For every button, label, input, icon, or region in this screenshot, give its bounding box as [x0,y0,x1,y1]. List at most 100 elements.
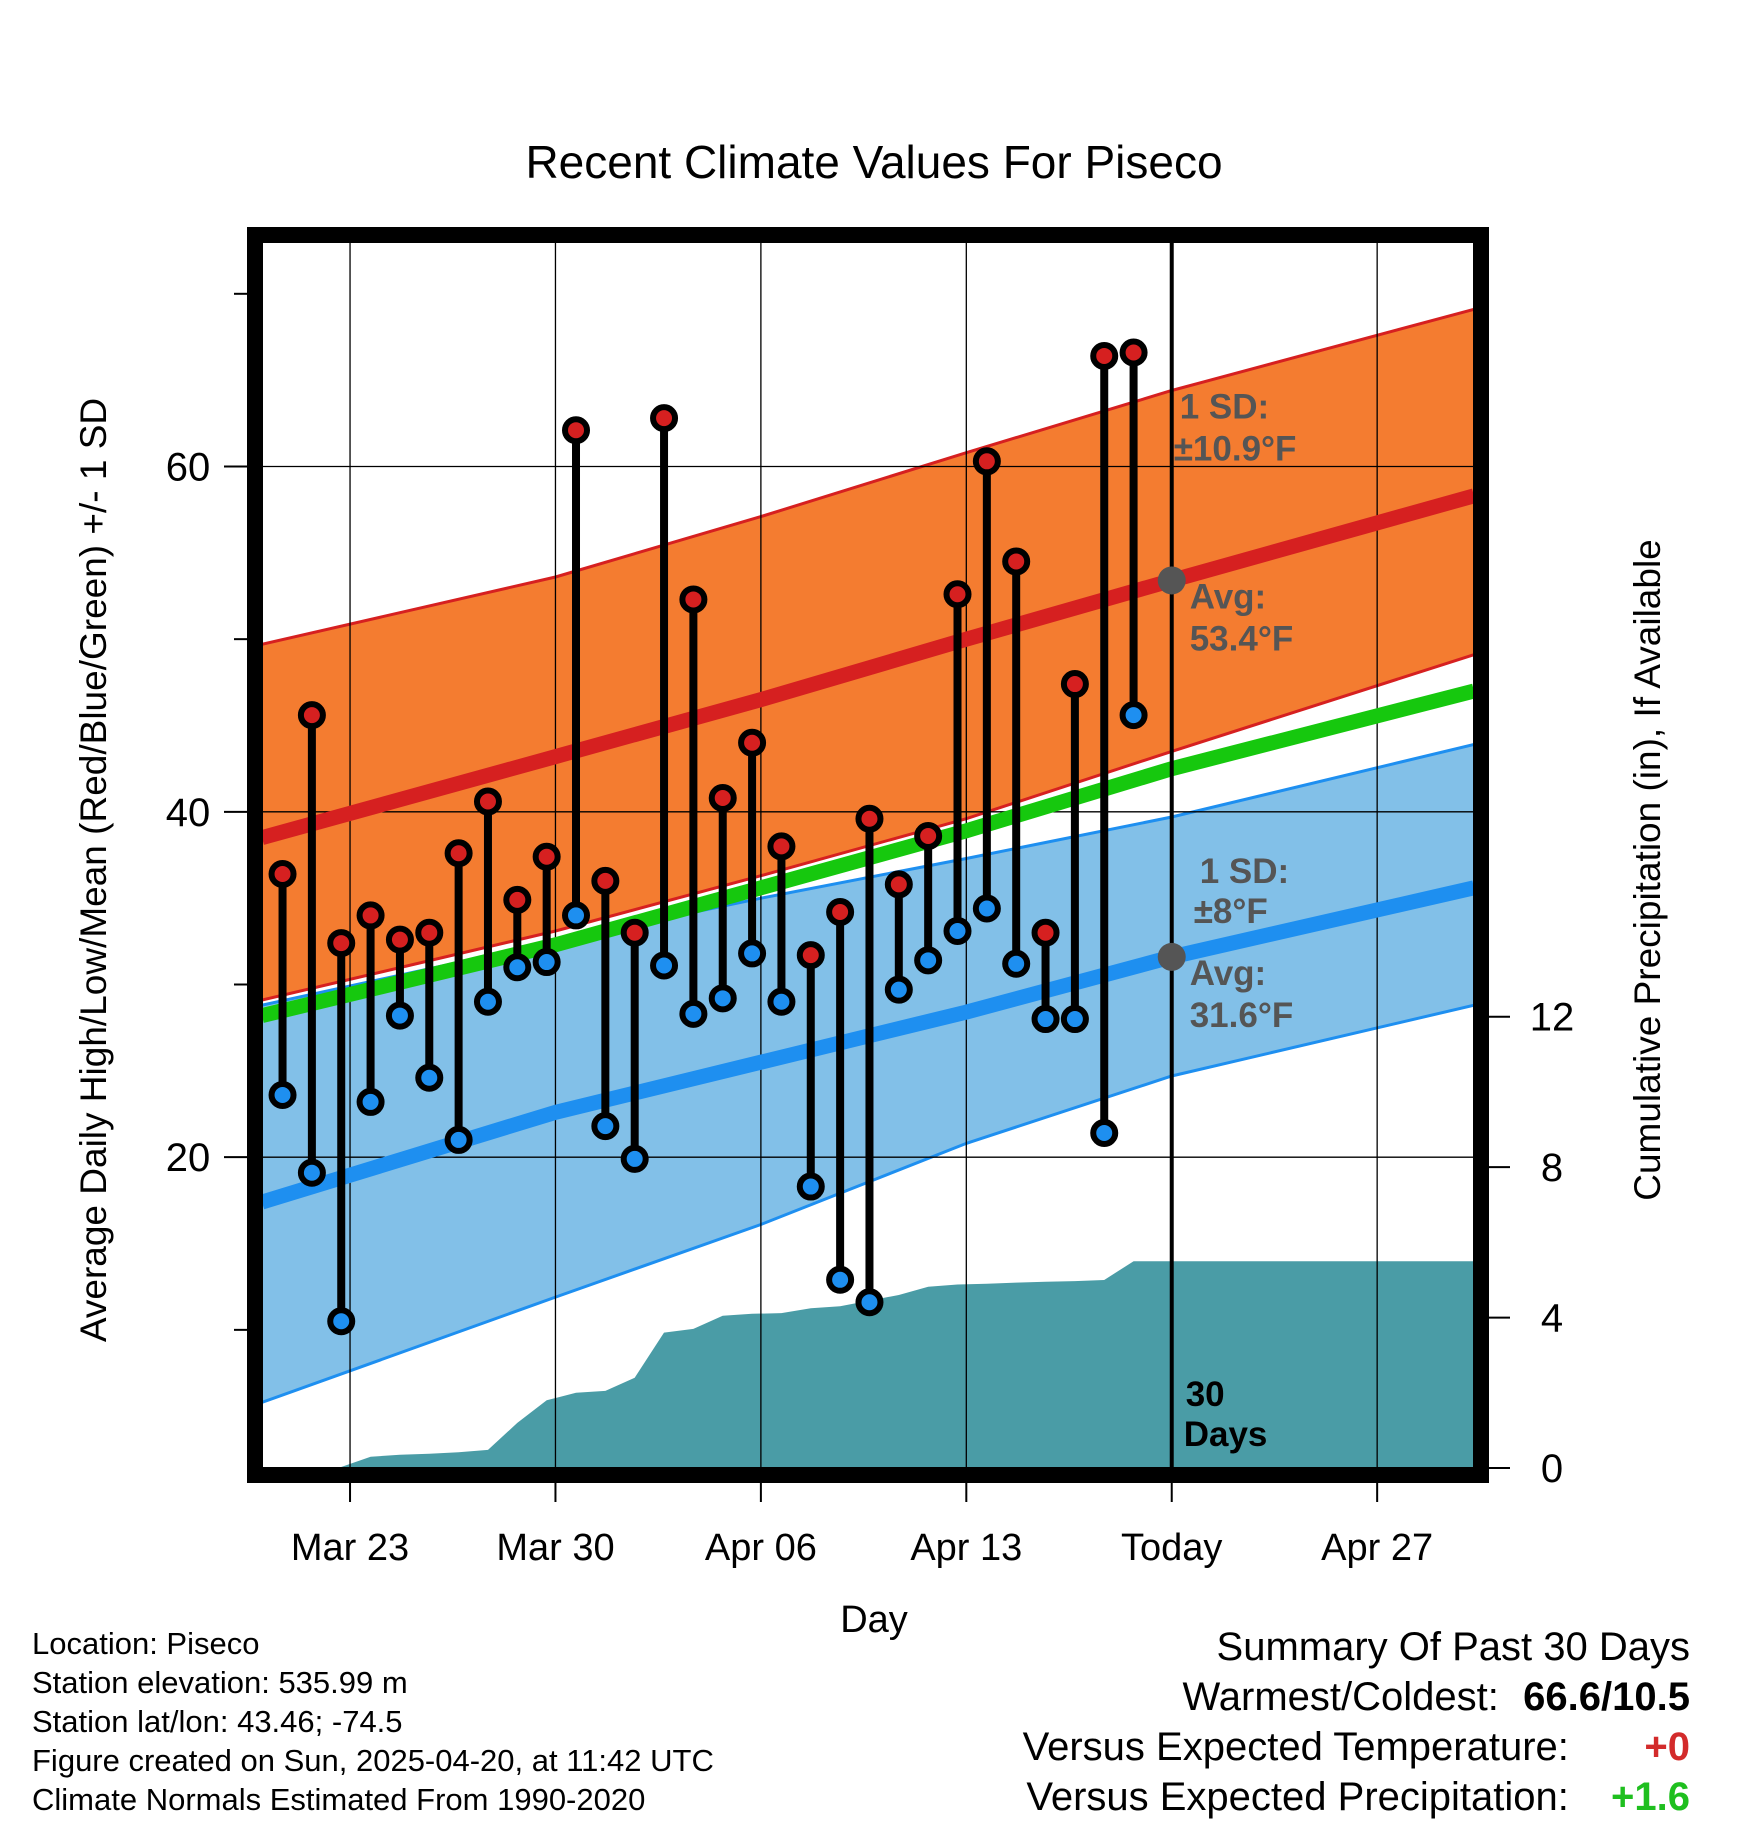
high-point-18 [796,941,825,970]
high-point-19 [826,897,855,926]
high-point-26 [1031,918,1060,947]
high-point-2 [327,929,356,958]
low-point-2 [327,1307,356,1336]
y-axis-label-right: Cumulative Precipitation (in), If Availa… [1627,539,1668,1201]
low-lower-edge [262,1003,1474,1404]
low-point-0 [268,1081,297,1110]
high-point-15 [708,784,737,813]
high-point-11 [591,866,620,895]
high-point-1 [297,701,326,730]
normals-text: Climate Normals Estimated From 1990-2020 [32,1782,646,1817]
low-point-18 [796,1172,825,1201]
low-point-12 [620,1144,649,1173]
high-point-29 [1119,338,1148,367]
low-point-15 [708,984,737,1013]
x-tick-label-1: Mar 30 [496,1527,614,1569]
plot-frame [247,227,1489,1483]
summary-panel: Summary Of Past 30 Days Warmest/Coldest:… [1023,1622,1690,1822]
chart-title: Recent Climate Values For Piseco [525,136,1222,188]
high-avg-label: Avg: [1190,577,1266,616]
high-lower-edge [262,653,1474,1002]
low-point-9 [532,948,561,977]
low-point-19 [826,1265,855,1294]
low-point-14 [679,999,708,1028]
high-sd-value: ±10.9°F [1174,430,1297,469]
low-point-23 [943,916,972,945]
avg-marker-0 [1157,566,1186,595]
latlon-text: Station lat/lon: 43.46; -74.5 [32,1704,403,1739]
high-point-28 [1090,341,1119,370]
low-point-28 [1090,1119,1119,1148]
high-point-8 [503,885,532,914]
low-point-13 [650,951,679,980]
high-point-22 [914,822,943,851]
y-tick-label-left-2: 60 [166,445,211,489]
high-point-3 [356,901,385,930]
low-point-29 [1119,701,1148,730]
summary-warm-cold: Warmest/Coldest: 66.6/10.5 [1023,1672,1691,1722]
low-avg-label: Avg: [1190,954,1266,993]
high-point-13 [650,404,679,433]
low-point-16 [738,939,767,968]
low-point-3 [356,1087,385,1116]
summary-precip: Versus Expected Precipitation: +1.6 [1023,1772,1690,1822]
y-tick-label-left-1: 40 [166,791,211,835]
high-point-7 [473,787,502,816]
high-point-4 [385,925,414,954]
high-point-0 [268,859,297,888]
low-point-5 [415,1063,444,1092]
high-sd-label: 1 SD: [1180,388,1269,427]
summary-heading: Summary Of Past 30 Days [1216,1625,1690,1669]
avg-marker-1 [1157,942,1186,971]
low-point-8 [503,953,532,982]
high-point-25 [1002,547,1031,576]
low-sd-label: 1 SD: [1200,852,1289,891]
high-avg-value: 53.4°F [1190,619,1294,658]
warm-cold-value: 66.6/10.5 [1523,1675,1690,1719]
precip-area [338,1261,1474,1468]
x-axis-label: Day [840,1599,908,1641]
high-point-6 [444,839,473,868]
high-point-24 [972,447,1001,476]
x-tick-label-0: Mar 23 [291,1527,409,1569]
low-point-25 [1002,949,1031,978]
high-mean-line [262,488,1474,845]
high-point-5 [415,918,444,947]
elevation-text: Station elevation: 535.99 m [32,1665,408,1700]
created-text: Figure created on Sun, 2025-04-20, at 11… [32,1743,714,1778]
x-tick-label-5: Apr 27 [1321,1527,1433,1569]
high-point-16 [738,728,767,757]
avg-mean-line [262,683,1474,1023]
low-point-26 [1031,1005,1060,1034]
low-point-27 [1060,1005,1089,1034]
x-tick-label-2: Apr 06 [705,1527,817,1569]
low-point-10 [562,901,591,930]
y-tick-label-left-0: 20 [166,1136,211,1180]
today-label-unit: Days [1184,1415,1268,1454]
high-point-14 [679,585,708,614]
temp-value: +0 [1644,1725,1690,1769]
high-point-10 [562,416,591,445]
x-tick-label-4: Today [1121,1527,1222,1569]
low-point-22 [914,946,943,975]
high-point-23 [943,580,972,609]
station-info: Location: Piseco Station elevation: 535.… [32,1624,714,1819]
high-point-21 [884,870,913,899]
high-upper-edge [262,307,1474,646]
low-point-11 [591,1112,620,1141]
x-tick-label-3: Apr 13 [910,1527,1022,1569]
high-point-17 [767,832,796,861]
low-point-6 [444,1125,473,1154]
y-axis-label-left: Average Daily High/Low/Mean (Red/Blue/Gr… [73,398,114,1342]
low-point-4 [385,1001,414,1030]
low-point-24 [972,894,1001,923]
low-point-20 [855,1288,884,1317]
precip-label: Versus Expected Precipitation: [1026,1775,1569,1819]
low-point-17 [767,987,796,1016]
warm-cold-label: Warmest/Coldest: [1182,1675,1499,1719]
temp-label: Versus Expected Temperature: [1022,1725,1569,1769]
high-point-12 [620,918,649,947]
plot-area [262,242,1474,1468]
y-tick-label-right-2: 8 [1541,1146,1563,1190]
